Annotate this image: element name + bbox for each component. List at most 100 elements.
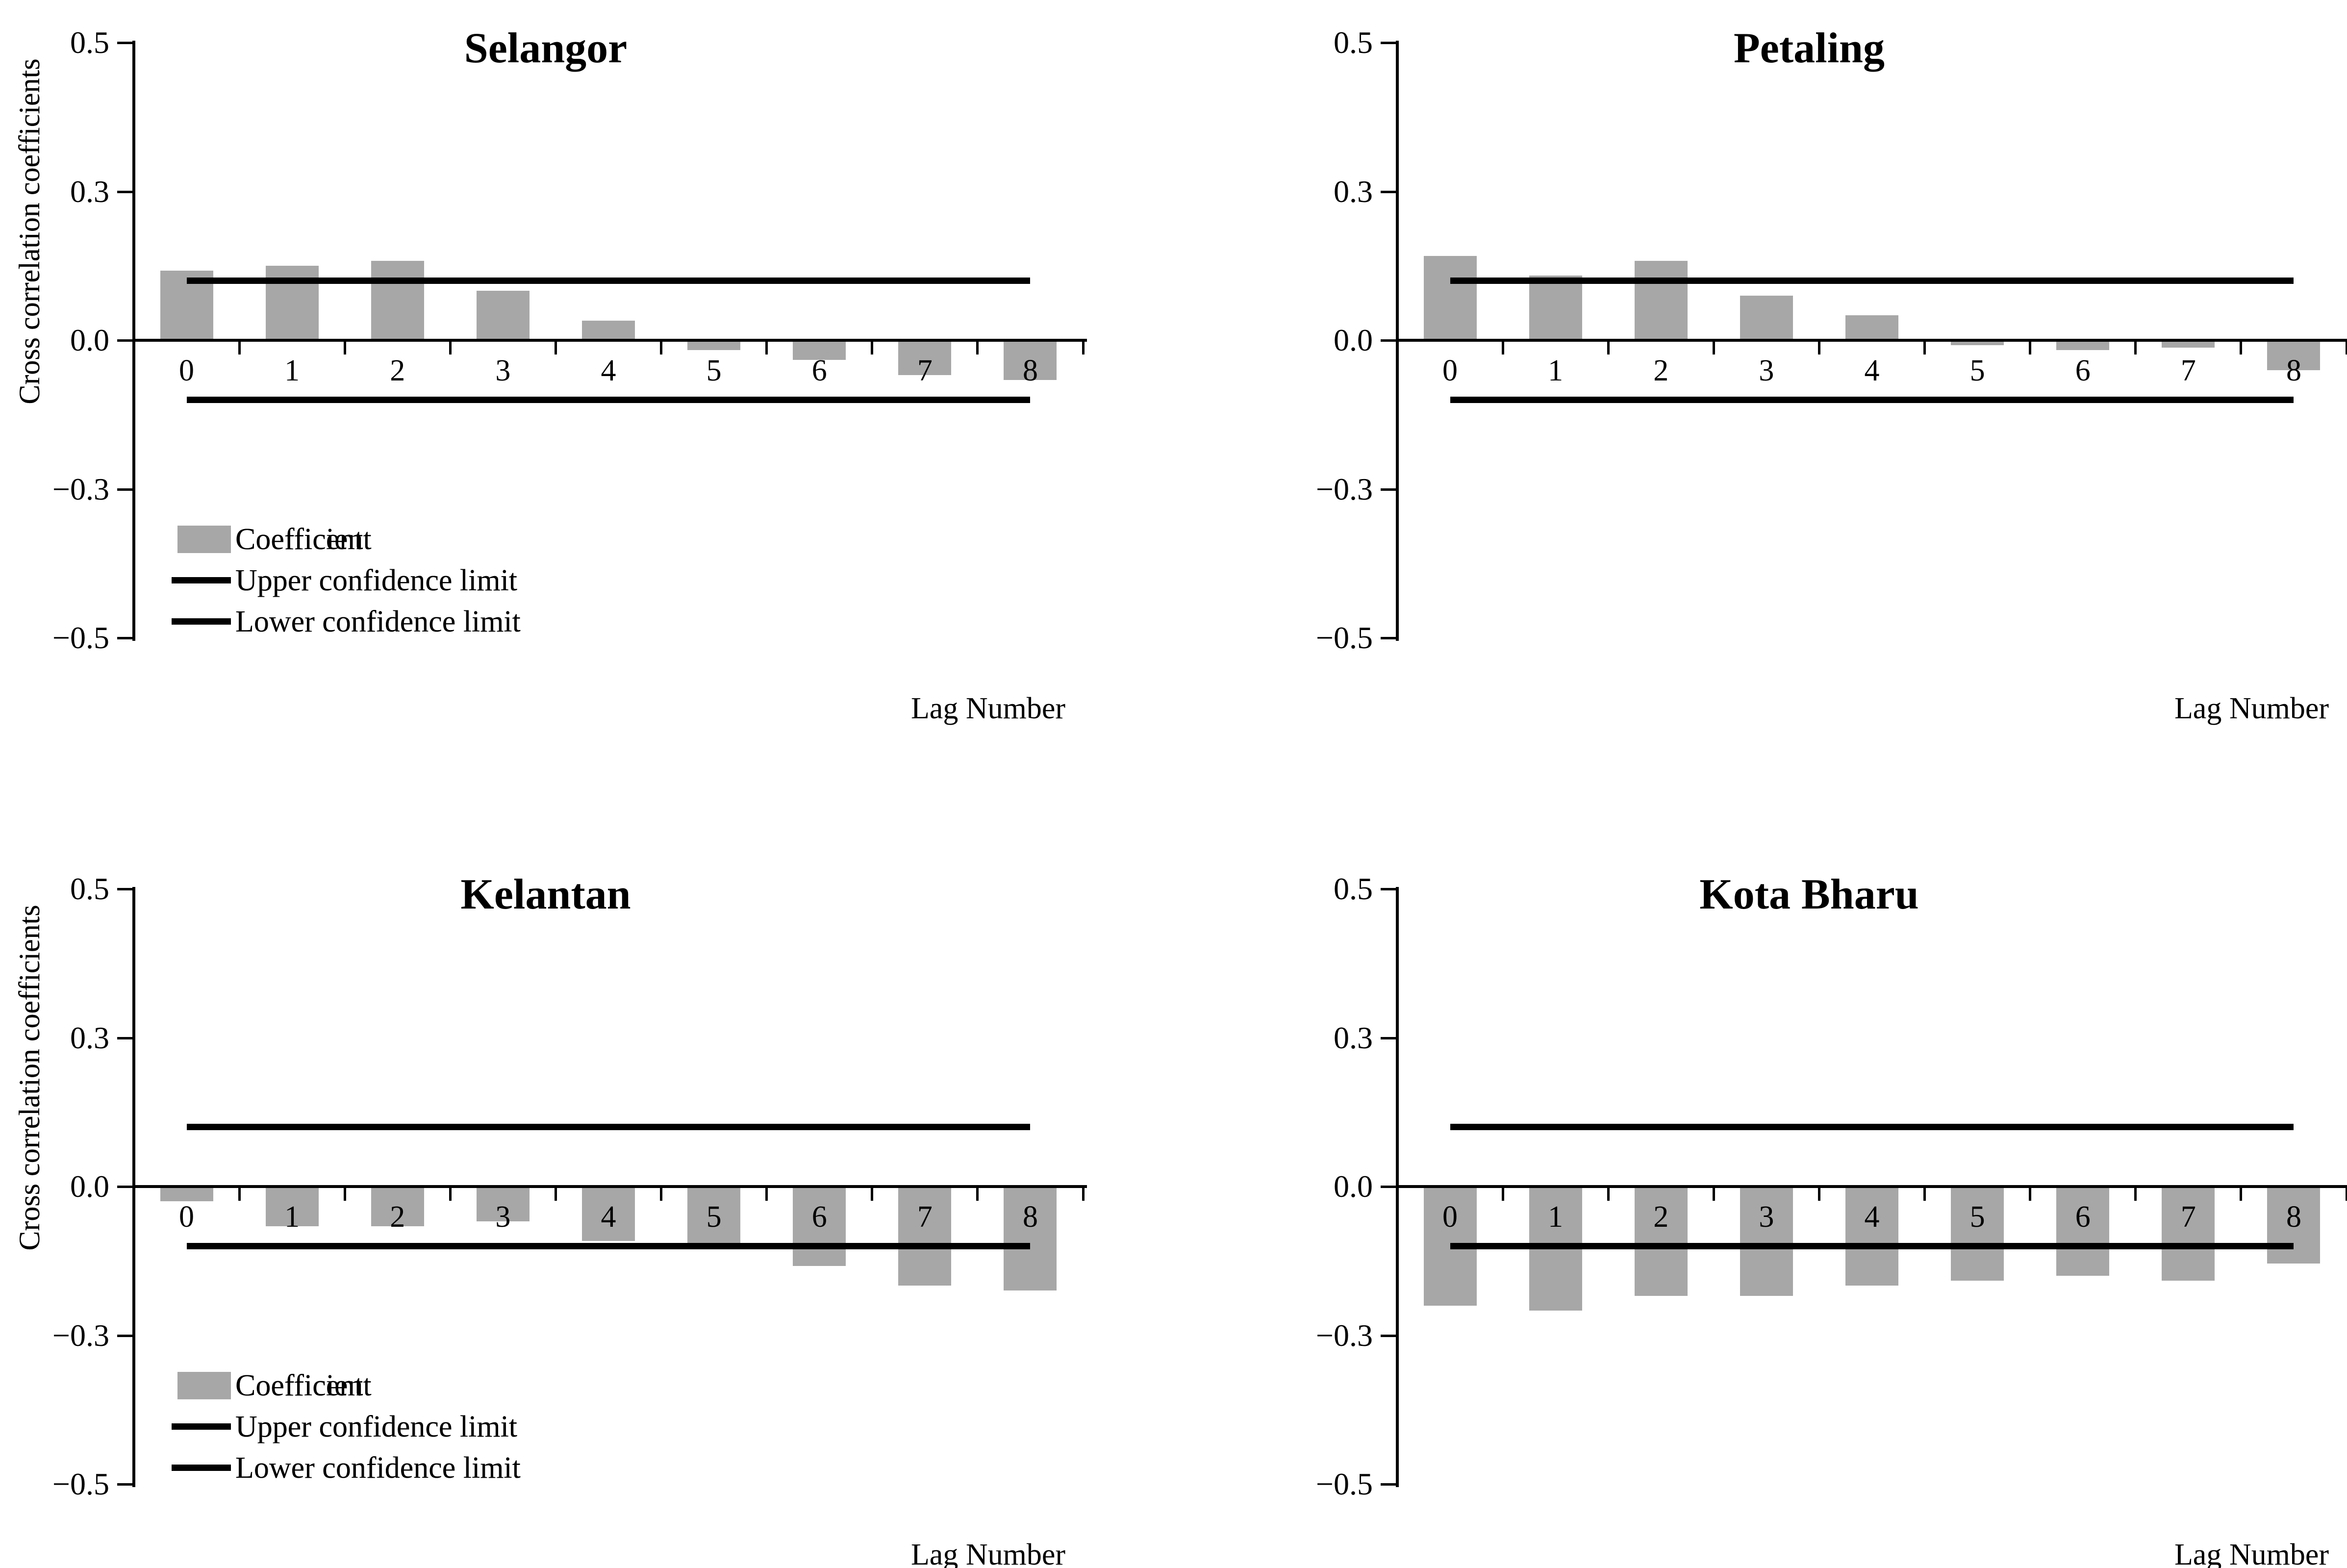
bar [1845, 1187, 1898, 1286]
lag-label: 8 [1022, 1200, 1038, 1234]
lag-label: 1 [284, 1200, 300, 1234]
lag-label: 6 [811, 354, 827, 387]
lag-label: 3 [1759, 354, 1774, 387]
y-tick-label: −0.5 [52, 1467, 109, 1501]
x-axis-tick [1923, 1188, 1926, 1201]
x-axis-tick [976, 342, 979, 354]
bar [1951, 340, 2004, 346]
chart-title: Selangor [464, 25, 628, 72]
x-axis-tick [871, 1188, 874, 1201]
legend-label-coefficient: Coefficient [235, 523, 372, 556]
y-axis-tick [1381, 888, 1397, 890]
bar [1529, 276, 1582, 340]
x-axis-tick [976, 1188, 979, 1201]
bar [265, 1187, 319, 1226]
bar [1845, 315, 1898, 340]
zero-line [1397, 1185, 2347, 1188]
bar [371, 1187, 424, 1226]
legend-swatch-coefficient [177, 1372, 231, 1399]
y-tick-label: −0.3 [52, 471, 109, 506]
x-axis-tick [2134, 1188, 2137, 1201]
lag-label: 6 [2075, 1200, 2091, 1234]
y-tick-label: −0.3 [1315, 1317, 1373, 1353]
lag-label: 3 [495, 354, 511, 387]
y-tick-label: 0.5 [70, 871, 109, 906]
upper-confidence-line [186, 278, 1031, 284]
x-axis-tick [1817, 342, 1820, 354]
x-axis-tick [2345, 1188, 2347, 1201]
y-tick-label: 0.3 [70, 1020, 109, 1055]
bar [1740, 1187, 1793, 1296]
y-axis-tick [1381, 1037, 1397, 1039]
lag-label: 8 [2286, 1200, 2301, 1234]
lag-label: 6 [2075, 354, 2091, 387]
y-axis-tick [117, 888, 134, 890]
x-axis-tick [554, 1188, 557, 1201]
bar [265, 266, 319, 340]
x-axis-tick [2029, 342, 2032, 354]
y-axis-tick [117, 1334, 134, 1337]
bar [2267, 1187, 2321, 1264]
legend-label-lower-confidence-limit: Lower confidence limit [235, 1451, 521, 1485]
x-axis-title: Lag Number [2174, 1538, 2329, 1568]
x-axis-tick [2345, 342, 2347, 354]
bar [687, 1187, 741, 1246]
x-axis-title: Lag Number [2174, 692, 2329, 725]
x-axis-tick [343, 342, 346, 354]
legend-line-upper-confidence-limit [172, 1423, 231, 1430]
bar [793, 340, 846, 360]
bar [1634, 1187, 1688, 1296]
y-tick-label: −0.5 [1315, 620, 1373, 655]
y-tick-label: 0.5 [70, 25, 109, 60]
lag-label: 2 [390, 354, 405, 387]
lag-label: 1 [1548, 1200, 1564, 1234]
lag-label: 2 [1653, 1200, 1669, 1234]
y-axis-tick [1381, 339, 1397, 342]
bar [687, 340, 741, 351]
lag-label: 0 [179, 1200, 195, 1234]
lag-label: 3 [1759, 1200, 1774, 1234]
upper-confidence-line [186, 1124, 1031, 1131]
y-tick-label: 0.3 [1334, 174, 1373, 209]
bar [898, 1187, 952, 1286]
bar [476, 1187, 530, 1221]
lag-label: 0 [179, 354, 195, 387]
lag-label: 0 [1442, 354, 1458, 387]
lag-label: 4 [1864, 1200, 1880, 1234]
lag-label: 5 [1969, 354, 1985, 387]
upper-confidence-line [1450, 278, 2294, 284]
legend-label-lower-confidence-limit: Lower confidence limit [235, 605, 521, 638]
x-axis-tick [449, 1188, 452, 1201]
y-axis-tick [1381, 637, 1397, 639]
bar [582, 320, 635, 340]
x-axis-tick [449, 342, 452, 354]
chart-title: Petaling [1734, 25, 1885, 72]
bar [898, 340, 952, 375]
x-axis-tick [1817, 1188, 1820, 1201]
x-axis-tick [238, 1188, 241, 1201]
zero-line [134, 339, 1087, 342]
y-tick-label: −0.3 [1315, 471, 1373, 506]
lag-label: 4 [601, 1200, 616, 1234]
y-tick-label: −0.5 [52, 620, 109, 655]
y-axis-tick [1381, 1186, 1397, 1188]
lag-label: 4 [1864, 354, 1880, 387]
legend-label-upper-confidence-limit: Upper confidence limit [235, 564, 518, 597]
legend-label-lower-confidence-limit: Lower confidence limit [235, 605, 521, 638]
y-axis-tick [1381, 190, 1397, 193]
x-axis-tick [2240, 1188, 2243, 1201]
x-axis-tick [660, 1188, 663, 1201]
lag-label: 8 [1022, 354, 1038, 387]
y-tick-label: 0.0 [1334, 1169, 1373, 1204]
x-axis-title: Lag Number [910, 692, 1065, 725]
legend-label-lower-confidence-limit: Lower confidence limit [235, 1451, 521, 1485]
legend-label-upper-confidence-limit: Upper confidence limit [235, 564, 518, 597]
x-axis-tick [1607, 342, 1610, 354]
lag-label: 8 [2286, 354, 2301, 387]
bar [1004, 1187, 1057, 1291]
y-axis-tick [117, 190, 134, 193]
y-tick-label: 0.5 [1334, 25, 1373, 60]
x-axis-tick [2134, 342, 2137, 354]
lag-label: 6 [811, 1200, 827, 1234]
y-axis-tick [117, 637, 134, 639]
